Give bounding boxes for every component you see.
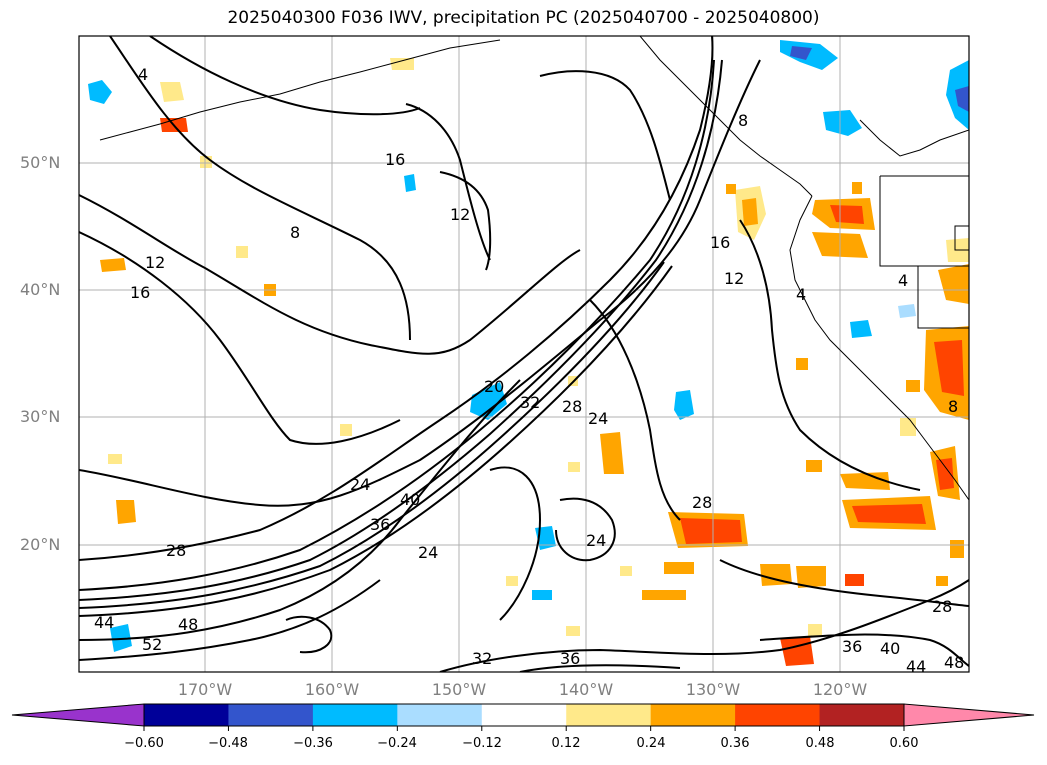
graticule	[79, 36, 969, 672]
lon-label: 140°W	[558, 680, 614, 699]
contour-label: 52	[142, 635, 162, 654]
contour-label: 44	[94, 613, 114, 632]
colorbar-tick-label: −0.60	[124, 736, 164, 751]
contour-label: 28	[692, 493, 712, 512]
colorbar-tick-label: 0.48	[805, 736, 835, 751]
colorbar-extend-high	[903, 703, 1035, 727]
contour-label: 48	[944, 653, 964, 672]
lon-label: 170°W	[177, 680, 233, 699]
contour-label: 24	[418, 543, 438, 562]
colorbar-cell	[735, 704, 821, 726]
contour-label: 16	[710, 233, 730, 252]
colorbar-cell	[566, 704, 652, 726]
contour-label: 24	[588, 409, 608, 428]
contour-label: 28	[932, 597, 952, 616]
lat-label: 50°N	[20, 153, 61, 172]
iwv-contours	[79, 36, 969, 672]
lon-label: 130°W	[685, 680, 741, 699]
contour-label: 36	[842, 637, 862, 656]
contour-label: 32	[520, 393, 540, 412]
contour-label: 20	[484, 377, 504, 396]
contour-label: 32	[472, 649, 492, 668]
map-frame	[78, 35, 970, 673]
contour-label: 36	[560, 649, 580, 668]
contour-label: 4	[898, 271, 908, 290]
map-title: 2025040300 F036 IWV, precipitation PC (2…	[227, 8, 820, 28]
colorbar-cell	[228, 704, 314, 726]
contour-label: 28	[166, 541, 186, 560]
contour-label: 12	[724, 269, 744, 288]
colorbar-extend-low	[11, 703, 145, 727]
contour-labels: 4 8 12 16 12 16 20 24 28 32 36 40 44 48 …	[94, 65, 964, 676]
colorbar	[11, 703, 1035, 731]
contour-label: 8	[290, 223, 300, 242]
colorbar-tick-label: −0.12	[462, 736, 502, 751]
contour-label: 28	[562, 397, 582, 416]
lon-label: 120°W	[812, 680, 868, 699]
precipitation-shading	[88, 40, 969, 666]
lon-label: 160°W	[304, 680, 360, 699]
colorbar-cell	[650, 704, 736, 726]
colorbar-frame	[143, 703, 905, 727]
colorbar-tick-label: 0.60	[889, 736, 919, 751]
contour-label: 8	[948, 397, 958, 416]
contour-label: 4	[138, 65, 148, 84]
colorbar-cell	[144, 704, 229, 726]
colorbar-tick-label: 0.24	[636, 736, 666, 751]
contour-label: 48	[178, 615, 198, 634]
lon-label: 150°W	[431, 680, 487, 699]
coastlines	[99, 36, 969, 501]
contour-label: 44	[906, 657, 926, 676]
lat-label: 40°N	[20, 280, 61, 299]
colorbar-cell	[397, 704, 483, 726]
colorbar-tick-label: −0.36	[293, 736, 333, 751]
colorbar-cell	[819, 704, 905, 726]
contour-label: 12	[450, 205, 470, 224]
colorbar-tick-label: −0.24	[377, 736, 417, 751]
colorbar-cell	[312, 704, 398, 726]
contour-label: 16	[385, 150, 405, 169]
lat-label: 30°N	[20, 407, 61, 426]
contour-label: 12	[145, 253, 165, 272]
colorbar-cell	[481, 704, 567, 726]
contour-label: 40	[400, 490, 420, 509]
contour-label: 8	[738, 111, 748, 130]
colorbar-tick-label: −0.48	[208, 736, 248, 751]
contour-label: 40	[880, 639, 900, 658]
colorbar-tick-label: 0.12	[551, 736, 581, 751]
lat-label: 20°N	[20, 535, 61, 554]
colorbar-tick-label: 0.36	[720, 736, 750, 751]
contour-label: 36	[370, 515, 390, 534]
contour-label: 24	[586, 531, 606, 550]
contour-label: 16	[130, 283, 150, 302]
contour-label: 24	[350, 475, 370, 494]
contour-label: 4	[796, 285, 806, 304]
